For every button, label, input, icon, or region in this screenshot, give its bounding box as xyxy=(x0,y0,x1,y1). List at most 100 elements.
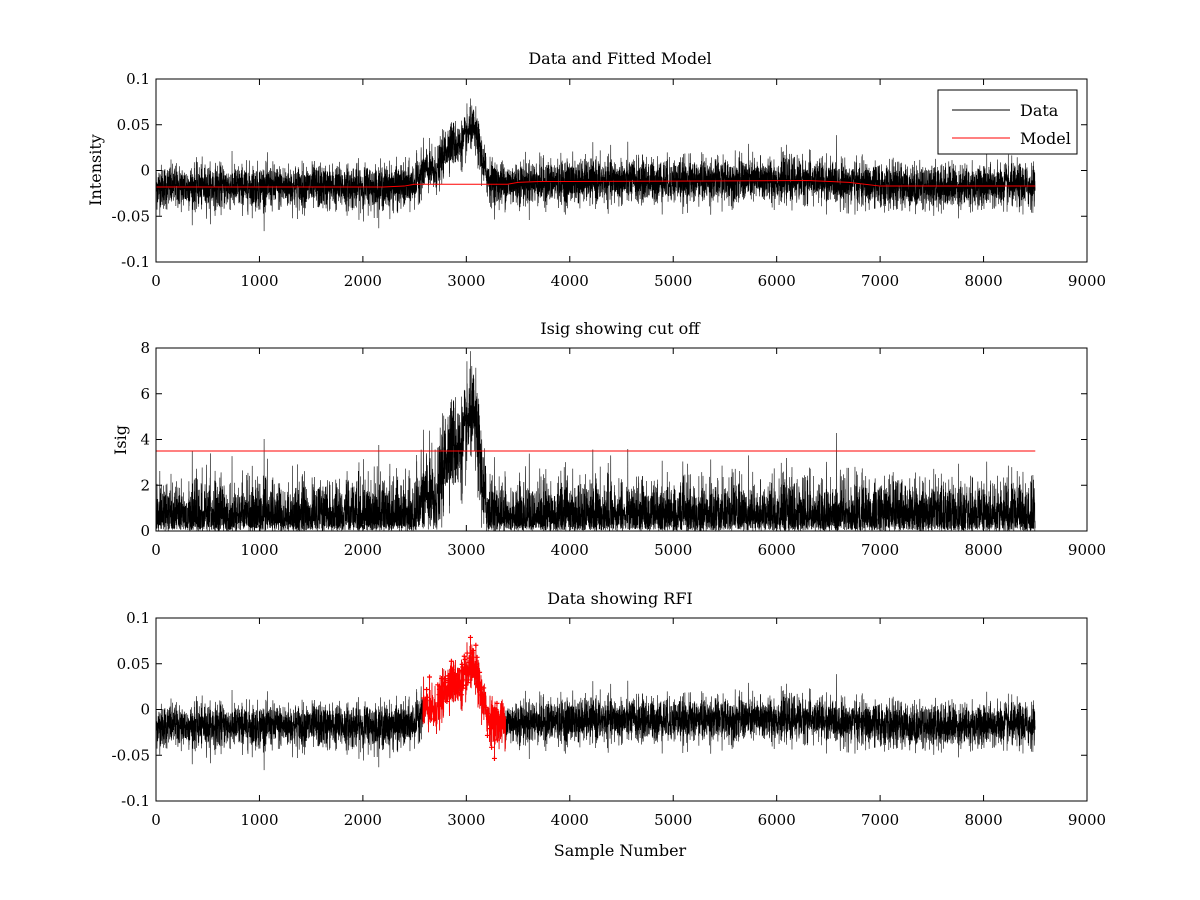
plot-area xyxy=(155,351,1036,532)
rfi-marker xyxy=(457,669,463,675)
legend-entry-data: Data xyxy=(1020,101,1059,120)
x-tick-label: 1000 xyxy=(240,541,278,559)
rfi-marker xyxy=(465,677,471,683)
rfi-markers xyxy=(421,634,506,761)
rfi-marker xyxy=(477,669,483,675)
x-tick-label: 8000 xyxy=(964,541,1002,559)
rfi-marker xyxy=(494,700,500,706)
plot-area xyxy=(155,634,1036,771)
rfi-marker xyxy=(437,697,443,703)
y-axis-label: Intensity xyxy=(86,134,105,206)
series-line-data xyxy=(155,637,1036,771)
legend-box xyxy=(937,89,1078,155)
y-tick-label: 0 xyxy=(140,162,150,180)
rfi-marker xyxy=(484,732,490,738)
rfi-marker xyxy=(462,656,468,662)
rfi-marker xyxy=(453,672,459,678)
rfi-marker xyxy=(429,716,435,722)
rfi-marker xyxy=(445,684,451,690)
x-tick-label: 3000 xyxy=(447,811,485,829)
rfi-marker xyxy=(473,642,479,648)
rfi-marker xyxy=(493,707,499,713)
panel-title: Isig showing cut off xyxy=(540,319,701,338)
x-tick-label: 8000 xyxy=(964,811,1002,829)
x-tick-label: 3000 xyxy=(447,272,485,290)
y-tick-label: 0 xyxy=(140,701,150,719)
y-tick-label: 8 xyxy=(140,339,150,357)
rfi-marker xyxy=(481,685,487,691)
rfi-marker xyxy=(467,668,473,674)
rfi-marker xyxy=(436,692,442,698)
x-tick-label: 7000 xyxy=(861,272,899,290)
x-axis-label: Sample Number xyxy=(554,841,687,860)
x-tick-label: 9000 xyxy=(1068,541,1106,559)
panel-title: Data and Fitted Model xyxy=(528,49,711,68)
rfi-marker xyxy=(494,737,500,743)
y-tick-label: -0.1 xyxy=(121,792,150,810)
x-tick-label: 0 xyxy=(151,272,161,290)
x-tick-label: 9000 xyxy=(1068,272,1106,290)
x-tick-label: 2000 xyxy=(344,811,382,829)
rfi-marker xyxy=(471,665,477,671)
rfi-marker xyxy=(467,655,473,661)
y-tick-label: 0.05 xyxy=(117,655,150,673)
y-tick-label: 4 xyxy=(140,431,150,449)
rfi-marker xyxy=(458,680,464,686)
x-tick-label: 5000 xyxy=(654,541,692,559)
x-tick-label: 3000 xyxy=(447,541,485,559)
x-tick-label: 2000 xyxy=(344,272,382,290)
x-tick-label: 1000 xyxy=(240,811,278,829)
rfi-marker xyxy=(477,692,483,698)
rfi-marker xyxy=(438,694,444,700)
panel-data-and-fitted-model: Data and Fitted Model Intensity 0 1000 200… xyxy=(86,49,1106,290)
rfi-marker xyxy=(483,704,489,710)
rfi-marker xyxy=(485,710,491,716)
y-tick-label: 2 xyxy=(140,476,150,494)
series-line-isig xyxy=(155,351,1036,532)
x-tick-label: 1000 xyxy=(240,272,278,290)
rfi-marker xyxy=(448,658,454,664)
legend: Data Model xyxy=(937,89,1078,155)
y-tick-label: 0.05 xyxy=(117,116,150,134)
rfi-marker xyxy=(460,664,466,670)
x-tick-label: 4000 xyxy=(551,272,589,290)
axis-ticks: 0 1000 2000 3000 4000 5000 6000 7000 8000 9000 0 2 4… xyxy=(140,339,1106,559)
rfi-marker xyxy=(467,634,473,640)
x-tick-label: 0 xyxy=(151,541,161,559)
x-tick-label: 5000 xyxy=(654,811,692,829)
rfi-marker xyxy=(437,683,443,689)
rfi-marker xyxy=(451,675,457,681)
rfi-marker xyxy=(427,674,433,680)
panel-isig-showing-cut-off: Isig showing cut off Isig 0 1000 2000 3000 4… xyxy=(111,319,1106,559)
x-tick-label: 2000 xyxy=(344,541,382,559)
panel-data-showing-rfi: Data showing RFI 0 1000 2000 3000 4000 5000 60… xyxy=(112,589,1107,860)
y-tick-label: 6 xyxy=(140,385,150,403)
rfi-marker xyxy=(470,647,476,653)
x-tick-label: 6000 xyxy=(758,811,796,829)
y-tick-label: 0.1 xyxy=(126,70,150,88)
x-tick-label: 7000 xyxy=(861,811,899,829)
x-tick-label: 7000 xyxy=(861,541,899,559)
rfi-marker xyxy=(487,726,493,732)
rfi-marker xyxy=(461,677,467,683)
panel-title: Data showing RFI xyxy=(547,589,692,608)
x-tick-label: 6000 xyxy=(758,272,796,290)
x-tick-label: 0 xyxy=(151,811,161,829)
axis-ticks: 0 1000 2000 3000 4000 5000 6000 7000 8000 9000 -0.… xyxy=(112,609,1107,829)
rfi-marker xyxy=(444,698,450,704)
rfi-marker xyxy=(461,653,467,659)
rfi-marker xyxy=(480,693,486,699)
rfi-marker xyxy=(424,687,430,693)
rfi-marker xyxy=(438,689,444,695)
rfi-marker xyxy=(468,660,474,666)
y-axis-label: Isig xyxy=(111,425,130,455)
rfi-marker xyxy=(452,688,458,694)
y-tick-label: -0.05 xyxy=(112,746,150,764)
rfi-marker xyxy=(474,654,480,660)
rfi-marker xyxy=(452,684,458,690)
rfi-marker xyxy=(443,689,449,695)
rfi-marker xyxy=(450,667,456,673)
x-tick-label: 6000 xyxy=(758,541,796,559)
rfi-marker xyxy=(494,719,500,725)
rfi-marker xyxy=(465,665,471,671)
